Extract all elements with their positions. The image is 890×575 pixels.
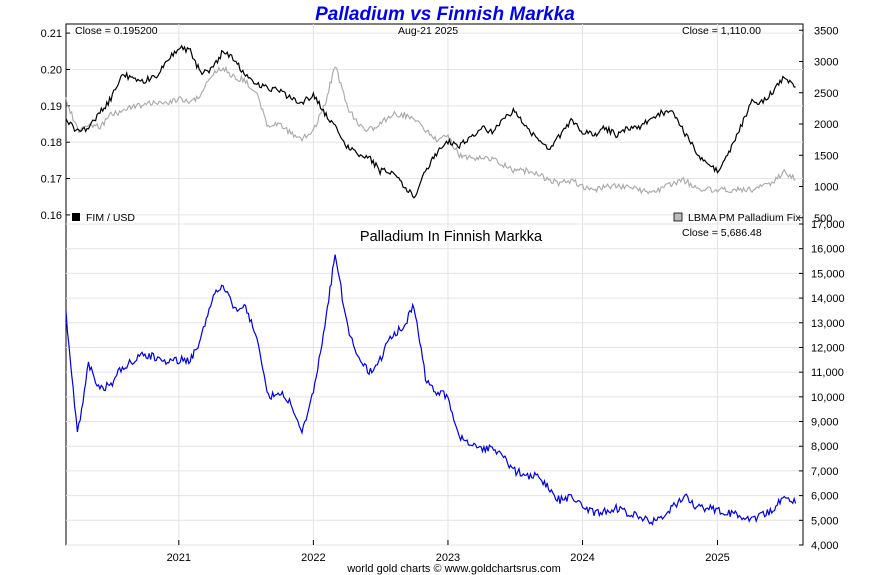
chart-title: Palladium vs Finnish Markka xyxy=(315,4,575,25)
bottom-subtitle: Palladium In Finnish Markka xyxy=(360,229,543,245)
palladium-in-fim-line xyxy=(65,254,797,526)
x-axis-ticks: 2021 2022 2023 2024 2025 xyxy=(167,540,730,564)
right-tick-label: 13,000 xyxy=(811,318,845,330)
right-tick-label: 3000 xyxy=(814,57,838,69)
right-tick-label: 6,000 xyxy=(811,491,839,503)
x-tick-label: 2024 xyxy=(570,552,594,564)
right-tick-label: 1500 xyxy=(814,150,838,162)
bottom-close: Close = 5,686.48 xyxy=(682,227,762,239)
right-tick-label: 14,000 xyxy=(811,293,845,305)
top-right-axis-ticks: 3500 3000 2500 2000 1500 1000 500 xyxy=(799,25,838,225)
top-grid xyxy=(66,24,803,224)
right-tick-label: 2500 xyxy=(814,88,838,100)
top-panel-frame xyxy=(65,23,804,225)
right-tick-label: 2000 xyxy=(814,119,838,131)
top-date: Aug-21 2025 xyxy=(398,25,458,37)
right-tick-label: 7,000 xyxy=(811,466,839,478)
legend-lbma: LBMA PM Palladium Fix xyxy=(688,212,801,224)
right-tick-label: 4,000 xyxy=(811,540,839,552)
lbma-palladium-line xyxy=(65,65,796,195)
top-close-left: Close = 0.195200 xyxy=(75,25,158,37)
legend-swatch-lbma xyxy=(673,212,683,222)
x-tick-label: 2025 xyxy=(705,552,729,564)
bottom-grid xyxy=(66,223,803,546)
right-tick-label: 3500 xyxy=(814,25,838,37)
right-tick-label: 5,000 xyxy=(811,515,839,527)
left-tick-label: 0.17 xyxy=(41,174,62,186)
bottom-panel-frame xyxy=(65,223,804,546)
right-tick-label: 500 xyxy=(814,213,832,225)
right-tick-label: 17,000 xyxy=(811,219,845,231)
x-tick-label: 2023 xyxy=(436,552,460,564)
left-tick-label: 0.20 xyxy=(41,64,62,76)
right-tick-label: 9,000 xyxy=(811,417,839,429)
left-tick-label: 0.18 xyxy=(41,137,62,149)
right-tick-label: 10,000 xyxy=(811,392,845,404)
right-tick-label: 1000 xyxy=(814,182,838,194)
legend-swatch-fim-usd xyxy=(72,213,80,221)
bottom-right-axis-ticks: 17,000 16,000 15,000 14,000 13,000 12,000 11,0… xyxy=(799,219,845,552)
right-tick-label: 12,000 xyxy=(811,342,845,354)
left-tick-label: 0.19 xyxy=(41,101,62,113)
x-tick-label: 2021 xyxy=(167,552,191,564)
top-left-axis-ticks: 0.21 0.20 0.19 0.18 0.17 0.16 xyxy=(41,28,70,222)
right-tick-label: 8,000 xyxy=(811,441,839,453)
left-tick-label: 0.16 xyxy=(41,210,62,222)
footer-credit: world gold charts © www.goldchartsrus.co… xyxy=(346,563,561,575)
right-tick-label: 16,000 xyxy=(811,244,845,256)
top-close-right: Close = 1,110.00 xyxy=(682,25,761,37)
left-tick-label: 0.21 xyxy=(41,28,62,40)
right-tick-label: 11,000 xyxy=(811,367,844,379)
legend-fim-usd: FIM / USD xyxy=(86,212,135,224)
right-tick-label: 15,000 xyxy=(811,268,845,280)
x-tick-label: 2022 xyxy=(301,552,325,564)
fim-usd-line xyxy=(65,44,796,199)
